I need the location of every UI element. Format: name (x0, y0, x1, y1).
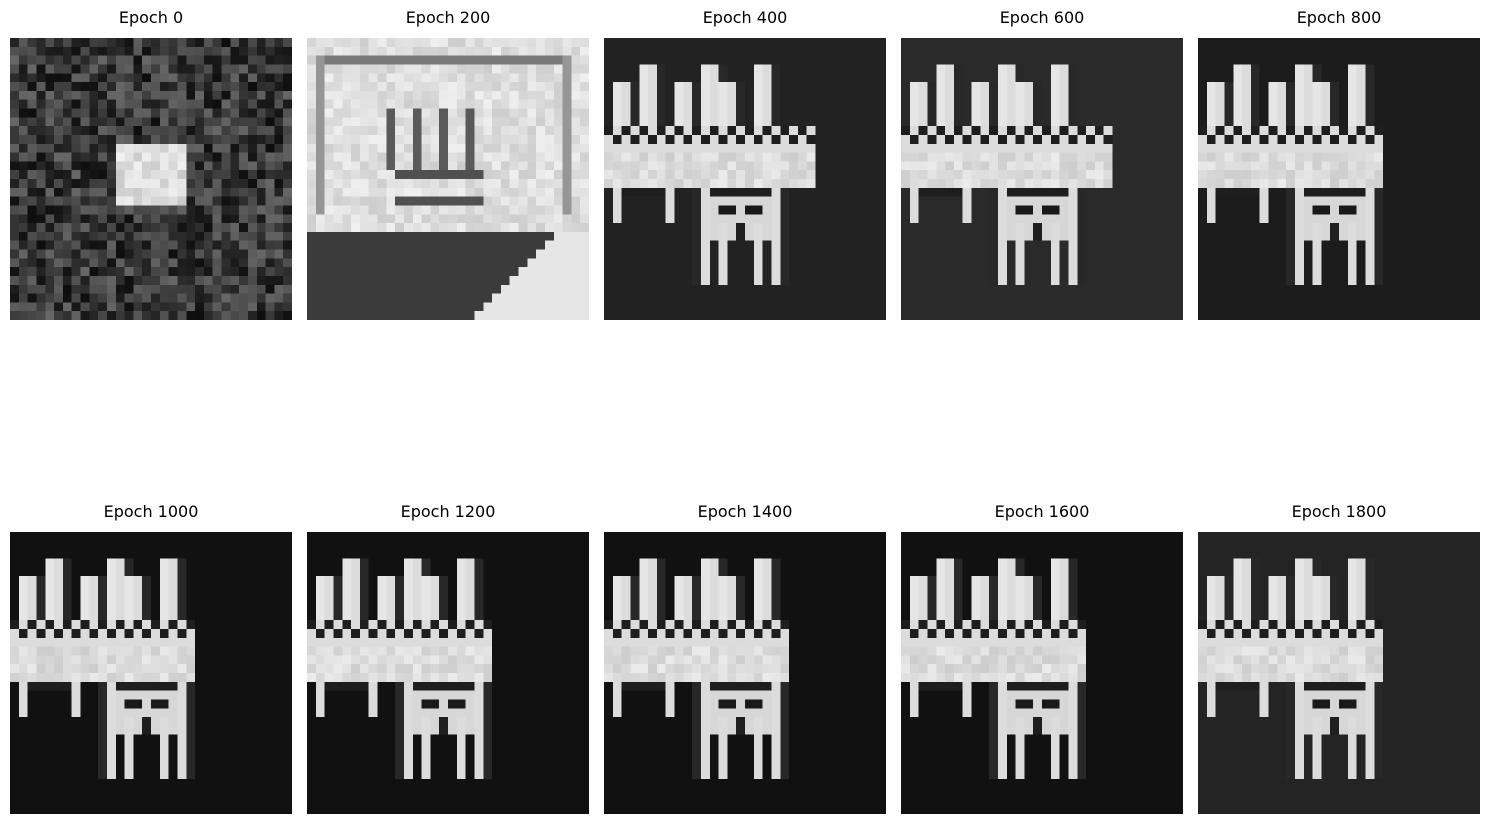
panel-title: Epoch 1000 (103, 502, 199, 521)
generated-sample-image (1198, 38, 1480, 320)
generated-sample-image (307, 532, 589, 814)
generated-sample-image (901, 532, 1183, 814)
panel-title: Epoch 200 (405, 8, 491, 27)
panel-title: Epoch 400 (702, 8, 788, 27)
panel-title: Epoch 1200 (400, 502, 496, 521)
panel-title: Epoch 0 (118, 8, 184, 27)
panel-title: Epoch 1600 (994, 502, 1090, 521)
panel-title: Epoch 1800 (1291, 502, 1387, 521)
panel-title: Epoch 800 (1296, 8, 1382, 27)
generated-sample-image (604, 38, 886, 320)
generated-sample-image (604, 532, 886, 814)
generated-sample-image (1198, 532, 1480, 814)
generated-sample-image (10, 532, 292, 814)
generated-sample-image (901, 38, 1183, 320)
panel-title: Epoch 600 (999, 8, 1085, 27)
generated-sample-image (307, 38, 589, 320)
panel-title: Epoch 1400 (697, 502, 793, 521)
generated-sample-image (10, 38, 292, 320)
